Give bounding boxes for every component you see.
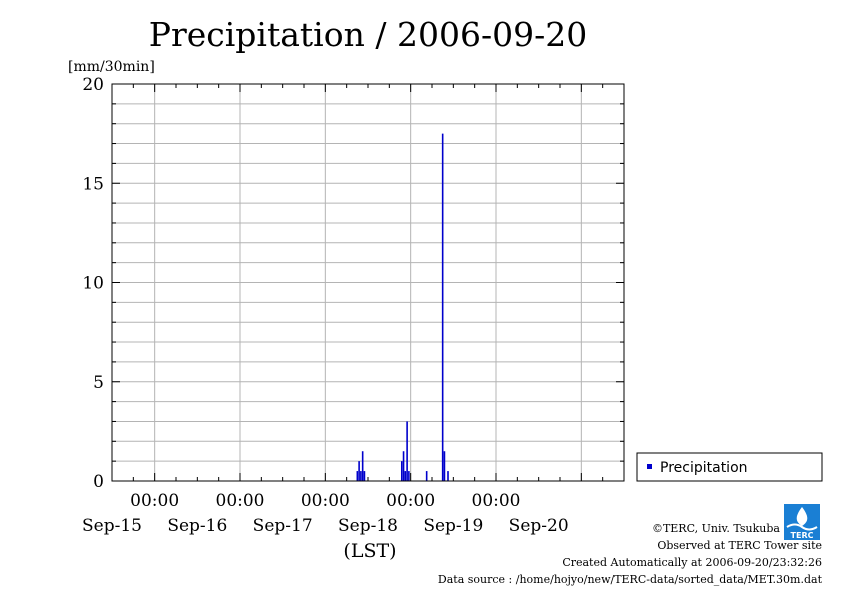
observed-text: Observed at TERC Tower site [657,539,822,552]
logo-drop [796,507,808,526]
x-time-tick-label: 00:00 [130,491,179,511]
x-date-tick-label: Sep-17 [253,516,313,536]
chart-title: Precipitation / 2006-09-20 [149,15,587,54]
x-time-tick-label: 00:00 [386,491,435,511]
x-date-tick-label: Sep-15 [82,516,142,536]
x-tick-labels: 00:00 00:00 00:00 00:00 00:00 Sep-15 Sep-16 Sep… [82,491,569,536]
precipitation-bar [443,451,446,481]
y-tick-label: 15 [82,174,104,194]
y-tick-label: 20 [82,75,104,95]
precipitation-bar [358,461,360,481]
precipitation-bar [408,471,410,481]
bar-series [356,133,449,481]
precipitation-bar [447,471,449,481]
logo-text: TERC [791,531,814,540]
x-axis-label: (LST) [343,540,396,562]
y-tick-labels: 0 5 10 15 20 [82,75,104,492]
y-tick-label: 0 [93,472,104,492]
precipitation-bar [400,461,403,481]
x-date-tick-label: Sep-20 [509,516,569,536]
logo-wave [786,523,818,531]
legend-box [636,452,823,482]
precipitation-bar [406,421,408,481]
y-tick-label: 10 [82,274,104,294]
y-axis-unit: [mm/30min] [68,59,155,75]
created-text: Created Automatically at 2006-09-20/23:3… [562,556,822,569]
y-tick-label: 5 [93,373,104,393]
precipitation-bar [356,471,359,481]
x-time-tick-label: 00:00 [301,491,350,511]
plot-frame [111,83,625,482]
x-date-tick-label: Sep-16 [167,516,227,536]
precipitation-bar [360,471,362,481]
terc-logo: TERC [784,504,820,540]
precipitation-bar [402,451,405,481]
precipitation-bar [361,451,364,481]
precipitation-bar [425,471,428,481]
legend-label: Precipitation [660,460,748,476]
precipitation-bar [404,471,407,481]
legend: Precipitation [636,452,823,482]
precipitation-bar [441,133,444,481]
legend-swatch [647,464,652,469]
x-date-tick-label: Sep-19 [423,516,483,536]
source-text: Data source : /home/hojyo/new/TERC-data/… [438,573,823,586]
precipitation-bar [363,471,366,481]
x-date-tick-label: Sep-18 [338,516,398,536]
grid-lines [112,84,624,481]
x-time-tick-label: 00:00 [472,491,521,511]
x-time-tick-label: 00:00 [216,491,265,511]
copyright-text: ©TERC, Univ. Tsukuba [652,522,780,535]
